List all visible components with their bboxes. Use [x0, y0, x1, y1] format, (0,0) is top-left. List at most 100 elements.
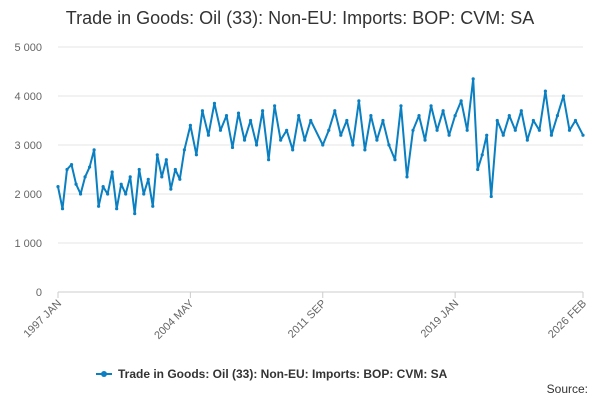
data-point — [435, 128, 439, 132]
axis-layer: 0 1 000 2 000 3 000 4 000 5 000 1997 JAN 2004 M… — [14, 42, 589, 342]
data-point — [567, 128, 572, 132]
data-point — [230, 145, 235, 150]
data-point — [236, 111, 241, 115]
y-tick-label: 4 000 — [14, 91, 42, 103]
data-point — [321, 143, 325, 147]
data-point — [200, 109, 205, 113]
data-point — [218, 128, 223, 132]
data-point — [60, 207, 65, 211]
data-point — [561, 94, 566, 98]
data-point — [279, 138, 283, 142]
data-point — [78, 192, 83, 196]
data-point — [476, 167, 480, 172]
data-point — [489, 194, 493, 199]
data-point — [339, 133, 343, 137]
data-point — [56, 185, 60, 189]
data-point — [393, 158, 397, 162]
data-point — [146, 177, 150, 181]
x-tick-label: 2004 MAY — [152, 297, 197, 342]
data-point — [399, 104, 403, 108]
data-point — [525, 138, 529, 142]
data-point — [133, 212, 137, 216]
data-point — [303, 138, 307, 142]
data-point — [465, 128, 469, 132]
y-tick-label: 0 — [36, 287, 42, 299]
grid-layer — [58, 46, 583, 293]
data-point — [206, 133, 211, 137]
data-point — [441, 109, 445, 113]
data-point — [549, 133, 554, 137]
data-point — [537, 128, 541, 132]
data-point — [97, 204, 101, 208]
data-point — [115, 207, 119, 211]
data-point — [273, 104, 277, 108]
data-point — [87, 165, 92, 169]
source-label: Source: — [547, 382, 588, 396]
data-point — [101, 185, 105, 189]
data-point — [65, 167, 69, 172]
x-tick-label: 2011 SEP — [286, 298, 329, 341]
data-point — [119, 182, 123, 186]
legend-marker — [101, 371, 107, 377]
series-line — [57, 77, 584, 215]
data-point — [151, 204, 155, 208]
data-point — [513, 128, 517, 132]
data-point — [327, 128, 331, 132]
data-point — [297, 114, 301, 118]
data-point — [291, 148, 295, 152]
data-point — [417, 114, 421, 118]
data-point — [285, 128, 289, 132]
data-point — [480, 153, 484, 157]
series-layer — [56, 77, 585, 216]
data-point — [137, 167, 141, 172]
data-point — [260, 109, 265, 113]
data-point — [581, 133, 585, 137]
data-point — [381, 118, 385, 123]
legend-item-label[interactable]: Trade in Goods: Oil (33): Non-EU: Import… — [118, 367, 448, 381]
x-tick-label: 2026 FEB — [546, 298, 589, 341]
data-point — [423, 138, 427, 142]
data-point — [369, 114, 373, 118]
data-point — [573, 118, 578, 123]
x-tick-label: 2019 JAN — [419, 298, 462, 341]
data-point — [124, 192, 128, 196]
data-point — [106, 192, 110, 196]
data-point — [345, 118, 349, 123]
x-tick-label: 1997 JAN — [21, 298, 64, 341]
data-point — [194, 153, 198, 157]
chart-title: Trade in Goods: Oil (33): Non-EU: Import… — [65, 8, 535, 28]
data-point — [169, 187, 173, 191]
data-point — [495, 118, 499, 123]
data-point — [357, 99, 361, 103]
data-point — [128, 175, 132, 179]
data-point — [188, 123, 192, 127]
data-point — [173, 167, 177, 172]
data-point — [501, 133, 505, 137]
y-tick-label: 5 000 — [14, 42, 42, 54]
data-point — [164, 158, 168, 162]
data-point — [429, 104, 433, 108]
data-point — [142, 192, 146, 196]
data-point — [110, 170, 114, 174]
data-point — [411, 128, 415, 132]
data-point — [224, 114, 229, 118]
data-point — [387, 143, 391, 147]
data-point — [248, 118, 253, 123]
y-tick-label: 3 000 — [14, 140, 42, 152]
data-point — [83, 175, 87, 179]
y-tick-label: 1 000 — [14, 238, 42, 250]
data-point — [453, 114, 457, 118]
legend[interactable]: Trade in Goods: Oil (33): Non-EU: Import… — [96, 367, 448, 381]
data-point — [74, 182, 78, 186]
data-point — [555, 114, 560, 118]
data-point — [485, 133, 489, 137]
data-point — [178, 177, 182, 181]
data-point — [519, 109, 523, 113]
data-point — [267, 158, 271, 162]
data-point — [459, 99, 463, 103]
data-point — [375, 138, 379, 142]
data-point — [160, 175, 164, 179]
data-point — [333, 109, 337, 113]
